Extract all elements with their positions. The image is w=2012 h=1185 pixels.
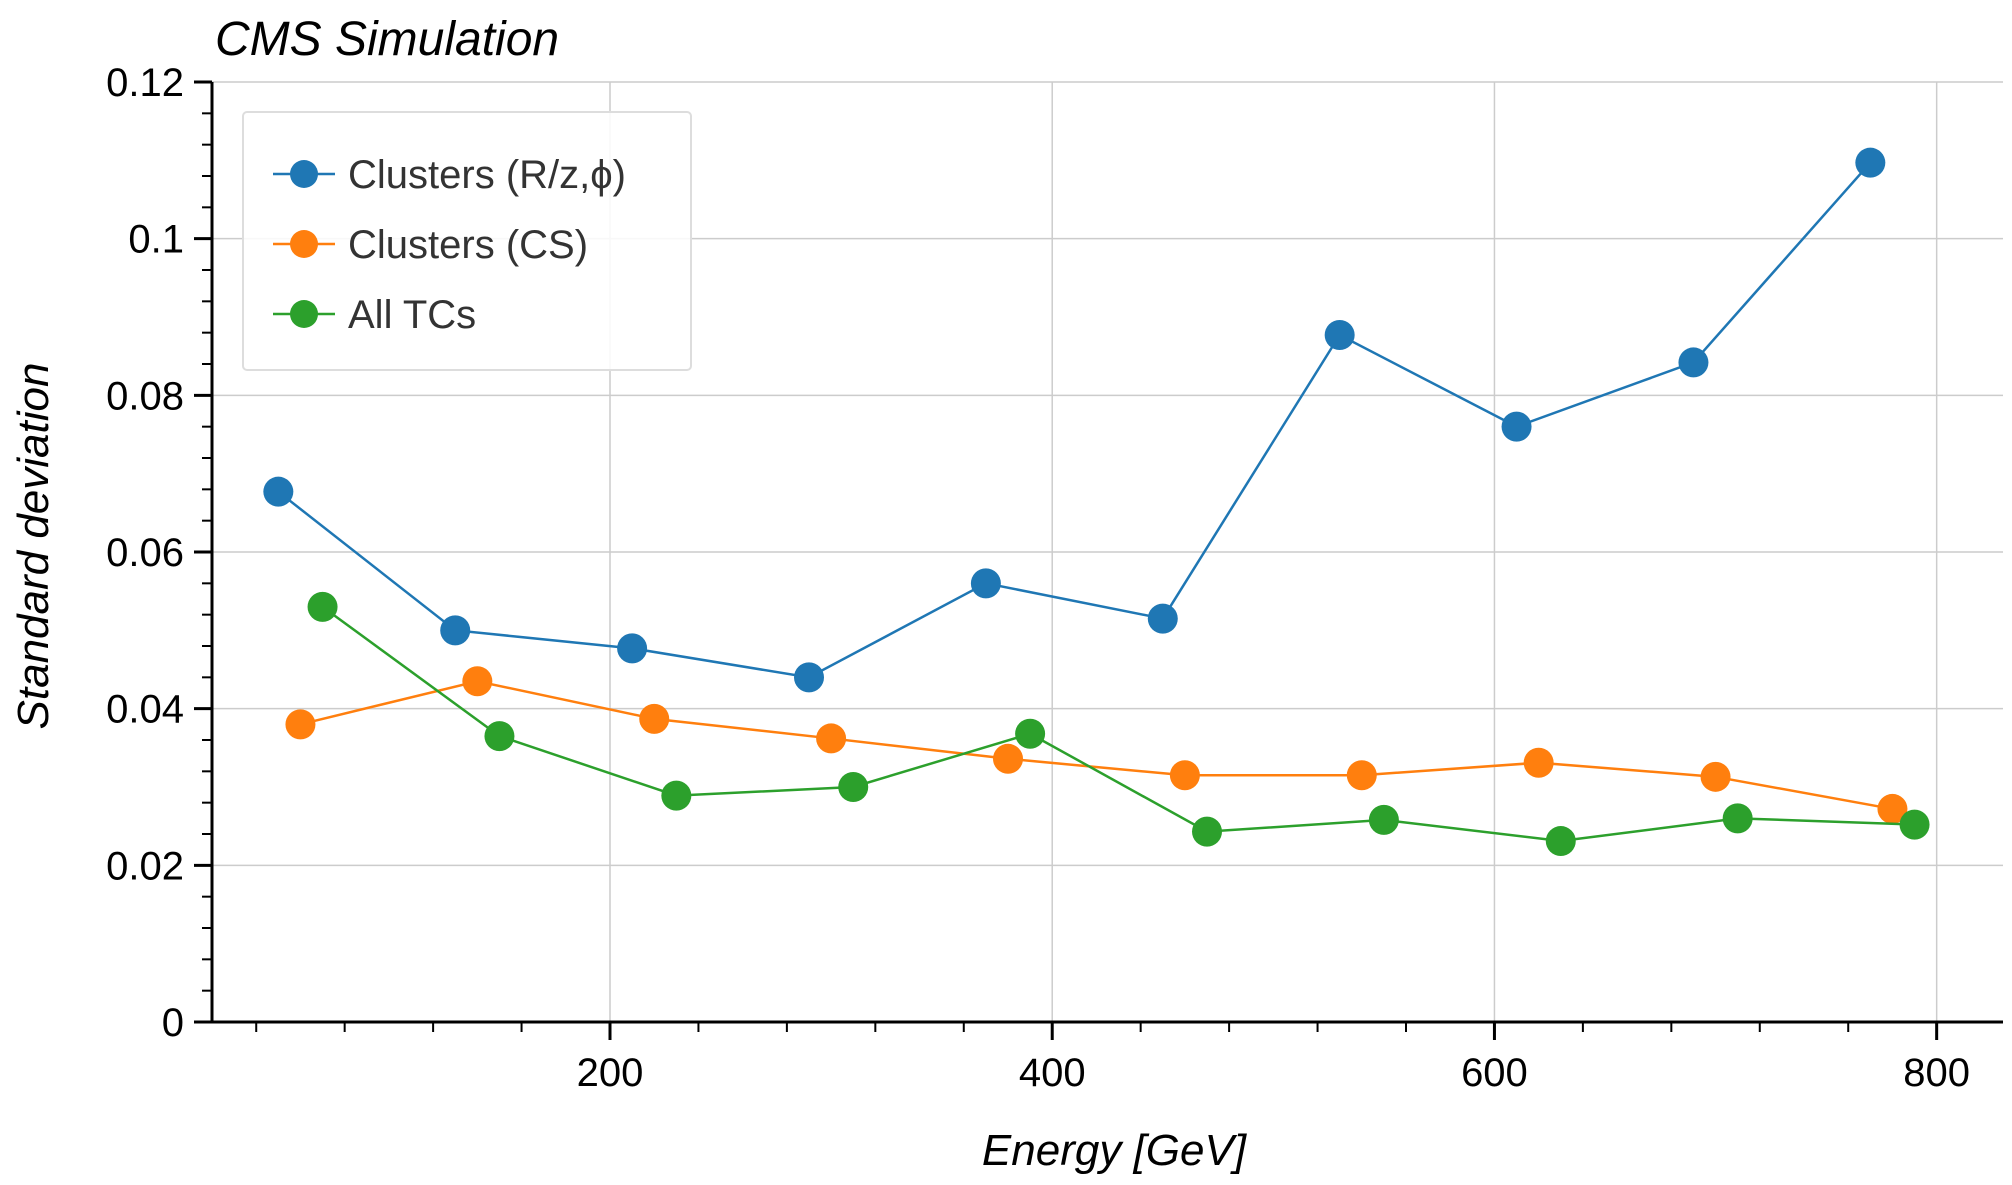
data-point xyxy=(1700,761,1731,792)
data-point xyxy=(639,703,670,734)
chart-title: CMS Simulation xyxy=(215,13,559,66)
data-point xyxy=(1545,826,1576,857)
series-1 xyxy=(285,666,1908,824)
data-point xyxy=(440,615,471,646)
series-layer xyxy=(263,147,1930,857)
data-point xyxy=(1501,411,1532,442)
series-line xyxy=(277,161,1872,679)
axes: 0 0.02 0.04 0.06 0.08 0.1 0.12 200 400 600 800 xyxy=(106,61,2003,1095)
series-line xyxy=(321,605,1915,843)
legend-item: All TCs xyxy=(273,293,476,337)
data-point xyxy=(484,721,515,752)
legend-label: Clusters (CS) xyxy=(348,223,588,267)
data-point xyxy=(1722,803,1753,834)
data-point xyxy=(462,666,493,697)
legend-item: Clusters (R/z,ϕ) xyxy=(273,153,626,197)
series-2 xyxy=(307,591,1930,857)
series-line xyxy=(300,679,1893,811)
data-point xyxy=(661,780,692,811)
data-point xyxy=(838,772,869,802)
data-point xyxy=(1192,816,1222,847)
legend: Clusters (R/z,ϕ) Clusters (CS) All TCs xyxy=(242,111,692,371)
y-tick-label: 0.02 xyxy=(106,844,184,888)
data-point xyxy=(1169,760,1200,791)
legend-marker xyxy=(290,230,318,258)
legend-box xyxy=(242,111,692,371)
data-point xyxy=(263,476,294,507)
data-point xyxy=(1324,320,1355,351)
legend-label: Clusters (R/z,ϕ) xyxy=(348,153,626,197)
data-point xyxy=(794,662,824,693)
x-tick-label: 600 xyxy=(1461,1051,1528,1095)
data-point xyxy=(1346,760,1377,791)
data-point xyxy=(307,591,338,622)
x-tick-label: 200 xyxy=(577,1051,644,1095)
data-point xyxy=(1523,747,1554,778)
data-point xyxy=(617,633,648,664)
data-point xyxy=(1678,347,1709,378)
series-0 xyxy=(263,147,1886,693)
data-point xyxy=(816,723,847,754)
legend-marker xyxy=(290,300,318,328)
legend-label: All TCs xyxy=(348,293,476,337)
data-point xyxy=(285,709,316,740)
y-tick-label: 0.08 xyxy=(106,374,184,418)
y-tick-label: 0 xyxy=(162,1001,184,1045)
y-tick-label: 0.12 xyxy=(106,61,184,105)
data-point xyxy=(1877,793,1908,824)
y-axis-title: Standard deviation xyxy=(9,363,58,730)
data-point xyxy=(1899,809,1930,840)
x-axis-title: Energy [GeV] xyxy=(982,1126,1248,1175)
x-tick-label: 400 xyxy=(1019,1051,1086,1095)
data-point xyxy=(1015,718,1046,749)
y-tick-label: 0.1 xyxy=(128,218,184,262)
data-point xyxy=(1147,603,1178,634)
grid-lines xyxy=(212,81,2003,1022)
legend-item: Clusters (CS) xyxy=(273,223,588,267)
data-point xyxy=(1855,147,1886,178)
legend-marker xyxy=(290,160,318,188)
y-tick-label: 0.06 xyxy=(106,531,184,575)
x-tick-label: 800 xyxy=(1903,1051,1970,1095)
data-point xyxy=(970,568,1001,599)
y-tick-label: 0.04 xyxy=(106,688,184,732)
data-point xyxy=(1368,804,1399,835)
data-point xyxy=(993,743,1023,774)
